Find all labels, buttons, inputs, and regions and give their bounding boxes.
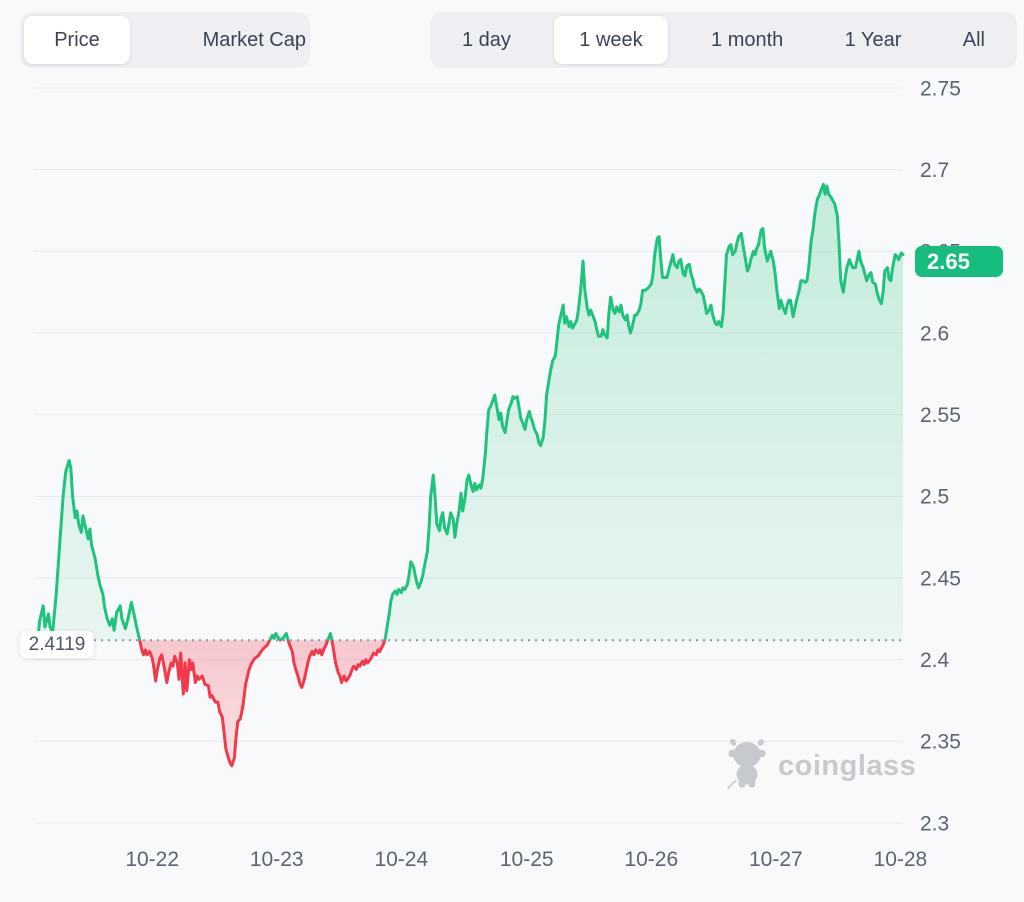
range-1-week-label: 1 week — [579, 28, 643, 51]
x-axis-label: 10-26 — [624, 848, 678, 871]
metric-segmented-control: Price Market Cap — [20, 12, 310, 68]
y-axis-label: 2.75 — [920, 77, 961, 100]
watermark-text: coinglass — [778, 750, 917, 782]
y-axis-label: 2.4 — [920, 649, 950, 672]
tab-market-cap-label: Market Cap — [202, 28, 306, 51]
range-1-year-label: 1 Year — [844, 28, 902, 51]
range-segmented-control: 1 day 1 week 1 month 1 Year All — [430, 12, 1017, 68]
price-line-down — [138, 640, 387, 768]
coinglass-bull-icon — [725, 738, 769, 795]
range-1-day-label: 1 day — [462, 28, 511, 51]
baseline-price-label: 2.4119 — [20, 631, 94, 658]
y-axis-label: 2.7 — [920, 159, 949, 182]
current-price-badge: 2.65 — [915, 246, 1003, 277]
range-all-label: All — [962, 28, 985, 51]
price-line-up — [36, 182, 905, 641]
y-axis-label: 2.6 — [920, 322, 949, 345]
tab-price[interactable]: Price — [24, 16, 130, 64]
x-axis-label: 10-24 — [374, 848, 428, 871]
y-axis-label: 2.5 — [920, 486, 949, 509]
area-fill-down — [139, 640, 385, 766]
x-axis-label: 10-23 — [250, 848, 304, 871]
watermark: coinglass — [725, 738, 916, 795]
y-axis-label: 2.45 — [920, 567, 961, 590]
range-1-month-label: 1 month — [711, 28, 784, 51]
range-1-month[interactable]: 1 month — [693, 16, 801, 64]
range-all[interactable]: All — [945, 16, 1003, 64]
area-fill-up — [38, 184, 903, 641]
y-axis-label: 2.55 — [920, 404, 961, 427]
range-1-day[interactable]: 1 day — [444, 16, 529, 64]
tab-price-label: Price — [54, 28, 100, 51]
x-axis-label: 10-28 — [874, 848, 928, 871]
y-axis-label: 2.3 — [920, 812, 949, 835]
x-axis-label: 10-27 — [749, 848, 803, 871]
x-axis-label: 10-22 — [125, 848, 179, 871]
y-axis-label: 2.35 — [920, 731, 961, 754]
x-axis-label: 10-25 — [500, 848, 554, 871]
tab-market-cap[interactable]: Market Cap — [203, 16, 306, 64]
range-1-year[interactable]: 1 Year — [827, 16, 920, 64]
range-1-week[interactable]: 1 week — [554, 16, 668, 64]
